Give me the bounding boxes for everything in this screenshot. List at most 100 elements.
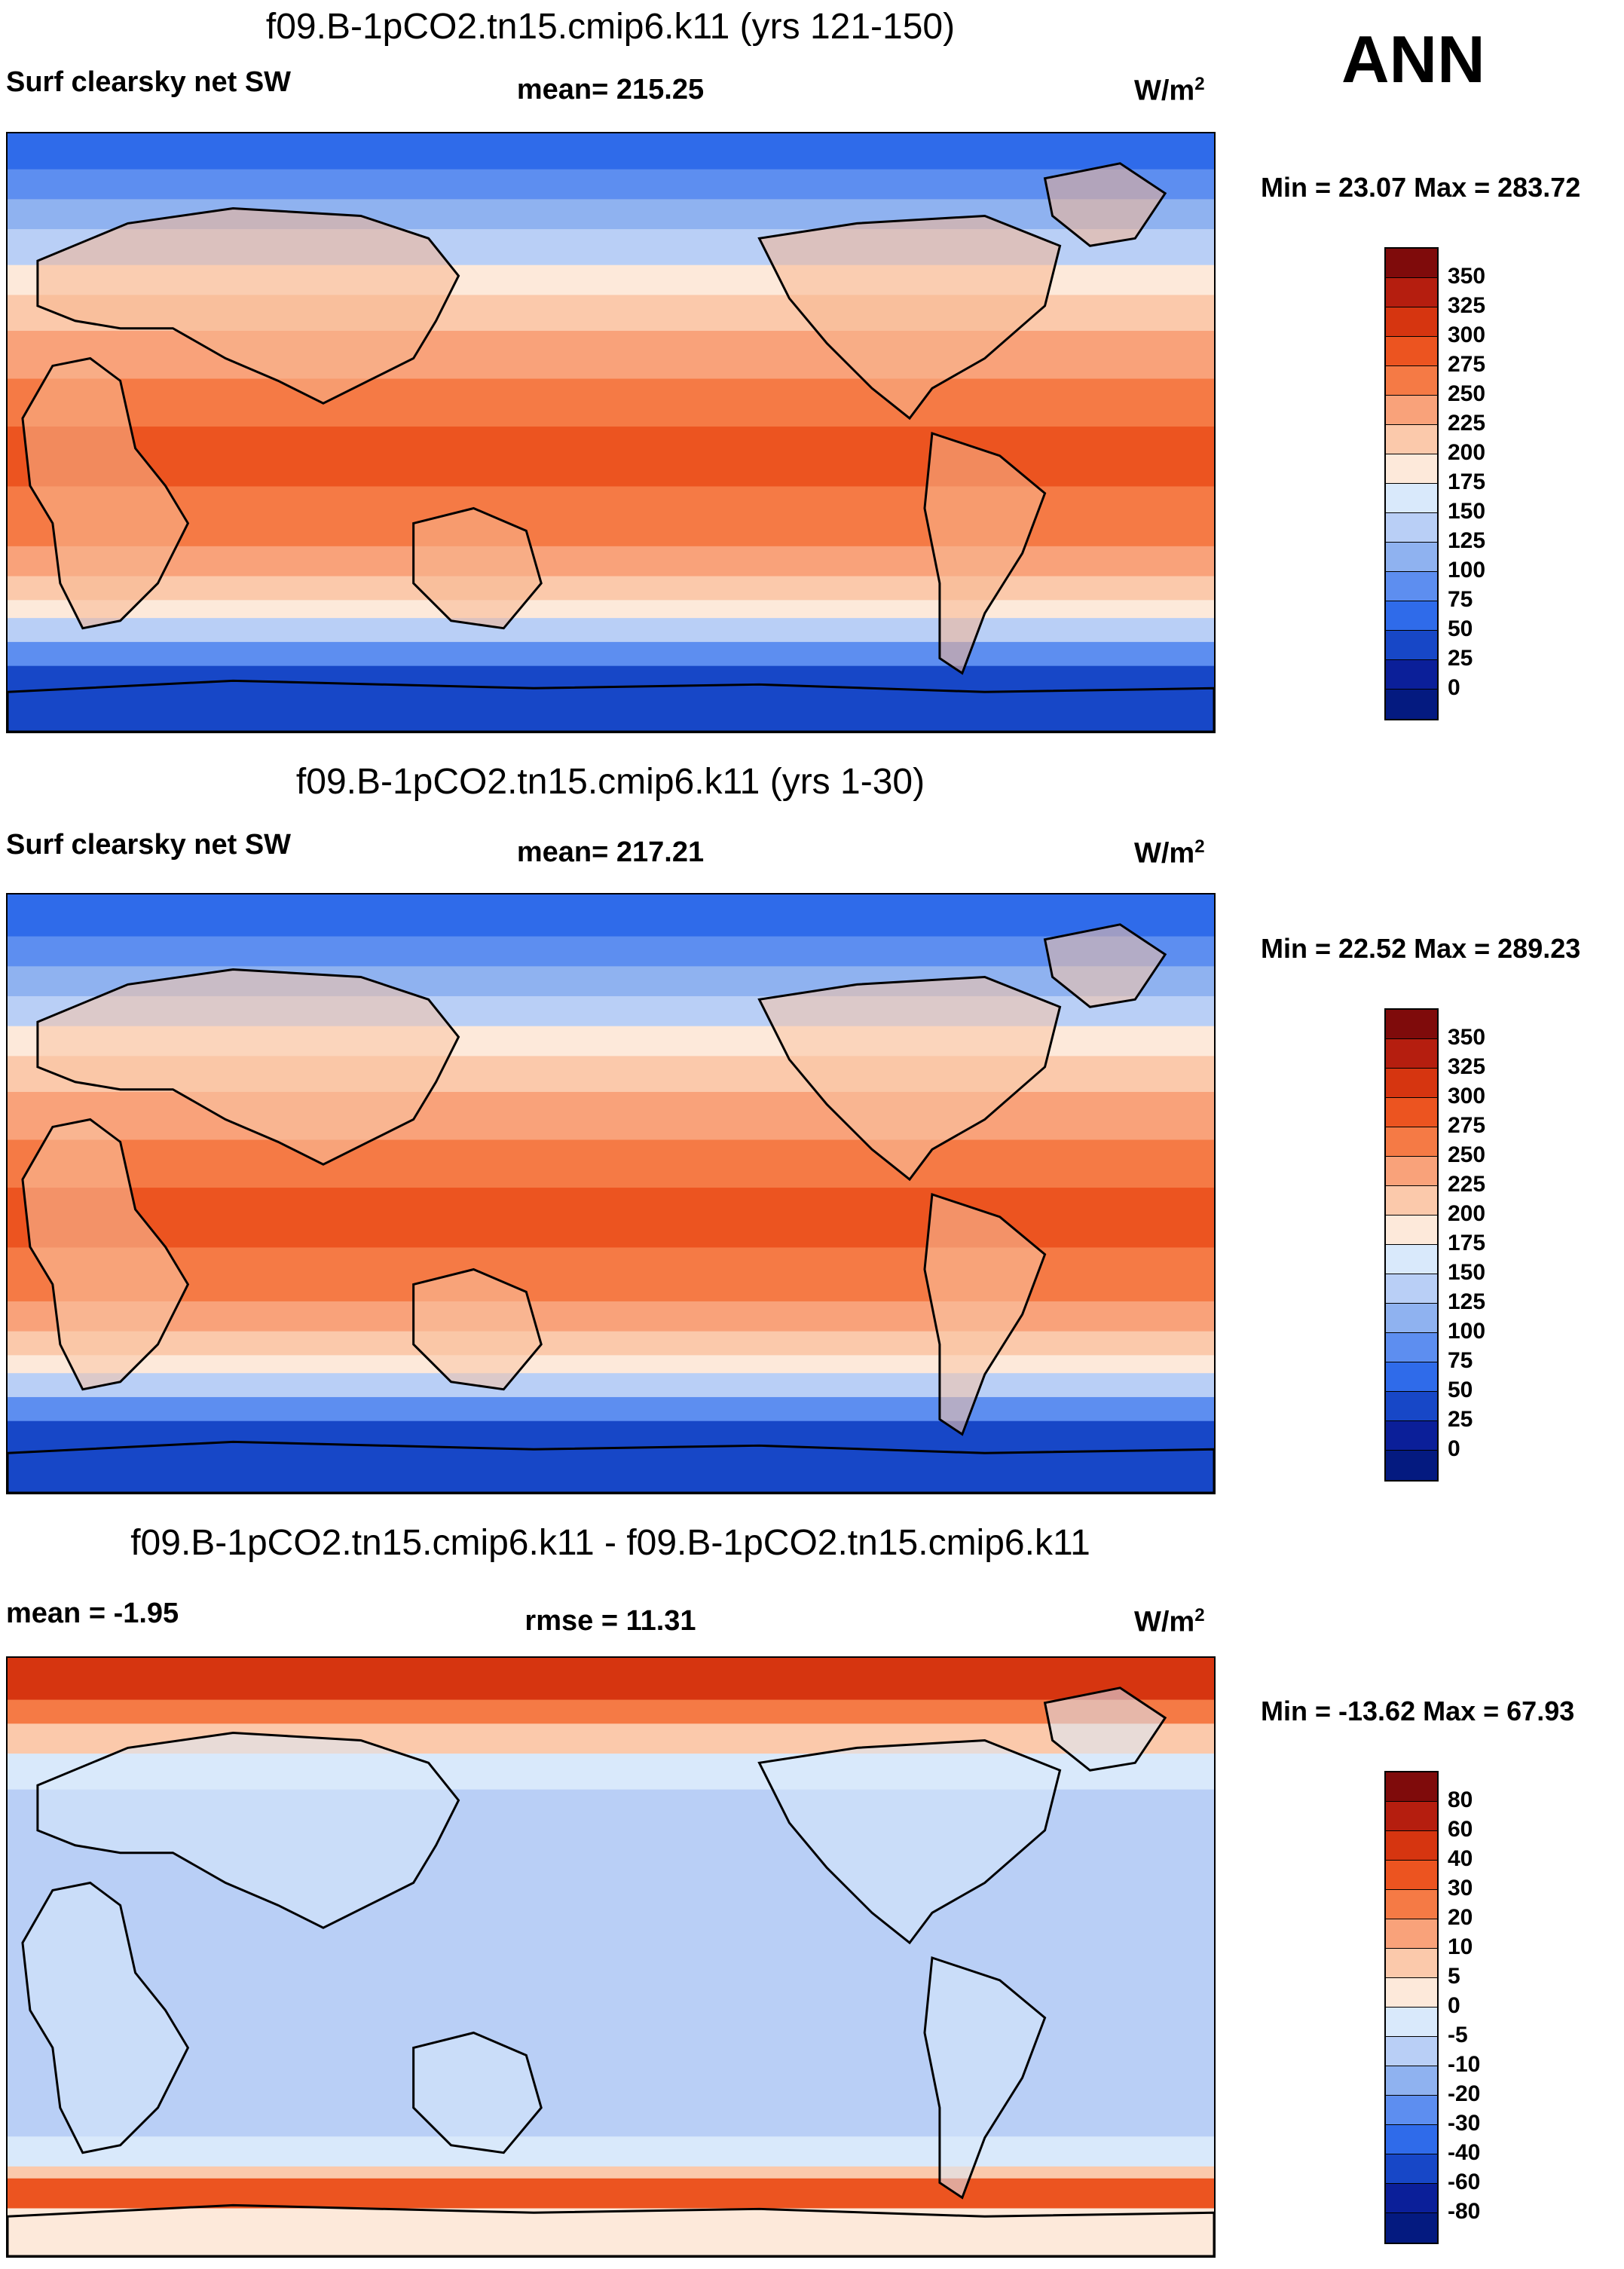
coastline-namerica [757, 975, 1062, 1182]
colorbar-tick-label: 200 [1448, 440, 1486, 465]
coastline-samerica [923, 431, 1047, 675]
colorbar-tick-label: 350 [1448, 264, 1486, 289]
colorbar-tick-label: 80 [1448, 1787, 1473, 1812]
latitude-band [8, 1301, 1214, 1332]
colorbar-tick-label: 150 [1448, 1260, 1486, 1285]
colorbar-tick-label: 75 [1448, 587, 1473, 612]
colorbar-tick-label: 50 [1448, 616, 1473, 641]
coastline-australia [412, 506, 543, 630]
colorbar-tick-label: -30 [1448, 2111, 1481, 2136]
colorbar-box [1386, 601, 1437, 631]
panel-unit: W/m2 [1134, 836, 1205, 870]
colorbar-tick-label: 275 [1448, 352, 1486, 377]
colorbar-tick-label: 350 [1448, 1025, 1486, 1050]
colorbar-tick-label: 25 [1448, 1407, 1473, 1432]
colorbar-box [1386, 1274, 1437, 1304]
latitude-band [8, 894, 1214, 937]
colorbar [1384, 1771, 1439, 2244]
coastline-eurasia [36, 1732, 460, 1929]
colorbar-tick-label: 300 [1448, 323, 1486, 347]
colorbar-box [1386, 2096, 1437, 2125]
latitude-band [8, 1355, 1214, 1375]
panel-left-header: Surf clearsky net SW [6, 829, 292, 861]
colorbar-tick-label: 0 [1448, 1993, 1460, 2018]
latitude-band [8, 1658, 1214, 1701]
colorbar-box [1386, 543, 1437, 572]
panel-title: f09.B-1pCO2.tn15.cmip6.k11 (yrs 121-150) [265, 7, 956, 47]
colorbar-box [1386, 1333, 1437, 1362]
colorbar-tick-label: 125 [1448, 528, 1486, 553]
latitude-band [8, 665, 1214, 732]
colorbar-tick-label: 100 [1448, 1319, 1486, 1344]
latitude-band [8, 1188, 1214, 1249]
latitude-band [8, 378, 1214, 428]
colorbar-box [1386, 690, 1437, 719]
latitude-band [8, 1373, 1214, 1398]
colorbar-box [1386, 1245, 1437, 1274]
latitude-band [8, 618, 1214, 643]
panel-left-header: mean = -1.95 [6, 1598, 179, 1629]
panel-unit: W/m2 [1134, 1605, 1205, 1638]
colorbar-box [1386, 1127, 1437, 1157]
colorbar [1384, 247, 1439, 720]
colorbar-tick-label: 275 [1448, 1113, 1486, 1138]
colorbar-tick-label: 30 [1448, 1876, 1473, 1901]
map-svg [8, 1658, 1214, 2256]
colorbar-box [1386, 1890, 1437, 1919]
colorbar-tick-label: -20 [1448, 2081, 1481, 2106]
panel-center-header: rmse = 11.31 [525, 1605, 696, 1637]
panel-unit: W/m2 [1134, 74, 1205, 107]
colorbar-tick-label: -80 [1448, 2199, 1481, 2224]
colorbar-box [1386, 337, 1437, 366]
colorbar-box [1386, 1362, 1437, 1392]
panel-title: f09.B-1pCO2.tn15.cmip6.k11 (yrs 1-30) [295, 762, 925, 802]
season-label: ANN [1341, 22, 1485, 96]
latitude-band [8, 1396, 1214, 1422]
colorbar-box [1386, 1421, 1437, 1451]
panel-left-header: Surf clearsky net SW [6, 66, 292, 98]
colorbar-box [1386, 1802, 1437, 1831]
colorbar-box [1386, 425, 1437, 454]
coastline-samerica [923, 1192, 1047, 1436]
colorbar-tick-label: 40 [1448, 1846, 1473, 1871]
colorbar-box [1386, 249, 1437, 278]
colorbar-tick-label: 325 [1448, 293, 1486, 318]
colorbar-box [1386, 1392, 1437, 1421]
latitude-band [8, 2166, 1214, 2179]
coastline-australia [412, 2031, 543, 2154]
colorbar-box [1386, 2037, 1437, 2066]
colorbar-tick-label: 325 [1448, 1054, 1486, 1079]
coastline-antarctica [8, 2203, 1214, 2256]
coastline-antarctica [8, 1440, 1214, 1493]
colorbar-box [1386, 660, 1437, 690]
colorbar-tick-label: -10 [1448, 2052, 1481, 2077]
latitude-band [8, 2136, 1214, 2167]
latitude-band [8, 546, 1214, 577]
colorbar-box [1386, 2125, 1437, 2154]
latitude-band [8, 1699, 1214, 1725]
colorbar-box [1386, 484, 1437, 513]
latitude-band [8, 936, 1214, 968]
colorbar-box [1386, 1304, 1437, 1333]
colorbar-box [1386, 1157, 1437, 1186]
colorbar-box [1386, 366, 1437, 396]
coastline-namerica [757, 214, 1062, 420]
latitude-band [8, 641, 1214, 667]
latitude-band [8, 1139, 1214, 1189]
panel-center-header: mean= 217.21 [516, 836, 705, 868]
colorbar-box [1386, 1010, 1437, 1039]
colorbar-tick-label: 100 [1448, 558, 1486, 583]
latitude-band [8, 1331, 1214, 1356]
colorbar-tick-label: 50 [1448, 1378, 1473, 1402]
colorbar-box [1386, 1069, 1437, 1098]
map-plot [6, 1656, 1216, 2258]
panel-title: f09.B-1pCO2.tn15.cmip6.k11 - f09.B-1pCO2… [130, 1523, 1090, 1563]
coastline-greenland [1043, 923, 1167, 1008]
colorbar-tick-label: 225 [1448, 411, 1486, 436]
colorbar-box [1386, 2066, 1437, 2096]
coastline-australia [412, 1268, 543, 1391]
colorbar-tick-label: 20 [1448, 1905, 1473, 1930]
map-svg [8, 133, 1214, 732]
colorbar-tick-label: 250 [1448, 1142, 1486, 1167]
map-plot [6, 132, 1216, 733]
